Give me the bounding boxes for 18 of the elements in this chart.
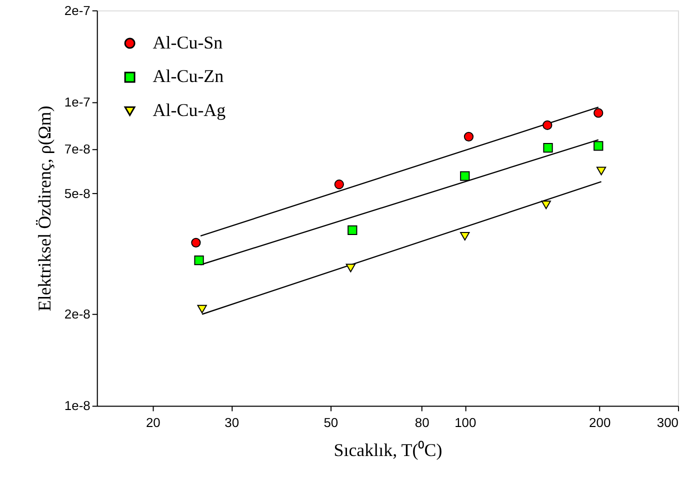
y-tick-label: 2e-7 xyxy=(64,2,90,18)
y-tick-label: 1e-7 xyxy=(64,94,90,110)
y-tick-label: 1e-8 xyxy=(64,398,90,414)
y-tick-label: 2e-8 xyxy=(64,306,90,322)
y-tick-label: 5e-8 xyxy=(64,186,90,201)
legend-label: Al-Cu-Sn xyxy=(152,32,223,52)
y-tick-label: 7e-8 xyxy=(64,141,90,156)
x-tick-label: 200 xyxy=(589,415,611,430)
x-axis-title: Sıcaklık, T(⁰C) xyxy=(334,440,442,460)
x-tick-label: 20 xyxy=(146,415,160,430)
x-tick-label: 50 xyxy=(324,415,338,430)
x-tick-label: 300 xyxy=(656,415,679,430)
legend-label: Al-Cu-Ag xyxy=(152,100,226,120)
x-tick-label: 30 xyxy=(224,415,240,430)
y-axis-title: Elektriksel Özdirenç, ρ(Ωm) xyxy=(34,106,54,312)
legend-label: Al-Cu-Zn xyxy=(152,66,224,86)
x-tick-label: 100 xyxy=(454,415,476,430)
x-tick-label: 80 xyxy=(414,415,430,430)
